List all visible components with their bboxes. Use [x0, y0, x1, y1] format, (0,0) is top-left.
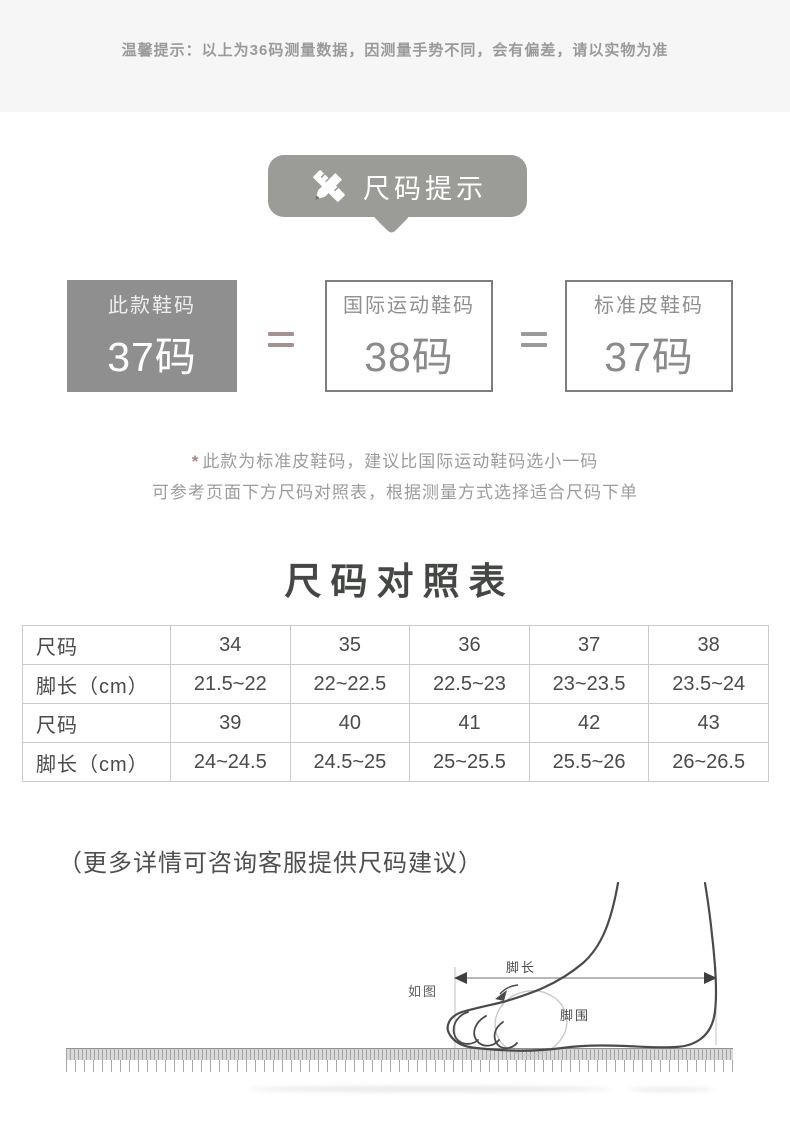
top-notice-text: 温馨提示：以上为36码测量数据，因测量手势不同，会有偏差，请以实物为准	[121, 41, 669, 59]
box-title: 标准皮鞋码	[594, 295, 704, 317]
top-notice-strip: 温馨提示：以上为36码测量数据，因测量手势不同，会有偏差，请以实物为准	[0, 0, 790, 112]
this-shoe-size-box: 此款鞋码 37码	[67, 280, 237, 392]
box-value: 38码	[364, 334, 454, 380]
box-title: 国际运动鞋码	[343, 295, 475, 317]
table-cell: 23~23.5	[528, 664, 650, 704]
row-header: 尺码	[22, 625, 171, 665]
row-header: 脚长（cm）	[22, 742, 171, 782]
table-cell: 25.5~26	[528, 742, 650, 782]
equals-sign-left	[268, 332, 294, 354]
table-cell: 37	[528, 625, 650, 665]
table-cell: 41	[409, 703, 530, 743]
equals-sign-right	[521, 332, 547, 354]
size-chart-title: 尺码对照表	[284, 561, 515, 602]
table-cell: 22.5~23	[409, 664, 530, 704]
table-cell: 36	[409, 625, 530, 665]
box-title: 此款鞋码	[108, 295, 196, 317]
intl-sport-size-box: 国际运动鞋码 38码	[325, 280, 493, 392]
table-row: 尺码 34 35 36 37 38	[22, 625, 769, 665]
row-header: 尺码	[22, 703, 171, 743]
ruler-shadow	[250, 1086, 610, 1092]
table-cell: 40	[289, 703, 411, 743]
badge-label: 尺码提示	[363, 173, 487, 204]
table-cell: 35	[289, 625, 411, 665]
table-cell: 26~26.5	[648, 742, 769, 782]
standard-leather-size-box: 标准皮鞋码 37码	[565, 280, 733, 392]
ruler	[66, 1048, 733, 1060]
note-line-2: 可参考页面下方尺码对照表，根据测量方式选择适合尺码下单	[152, 483, 638, 502]
table-cell: 38	[648, 625, 769, 665]
size-tip-badge: 尺码提示	[268, 155, 527, 217]
table-row: 脚长（cm） 24~24.5 24.5~25 25~25.5 25.5~26 2…	[22, 742, 769, 782]
ruler-ticks	[66, 1060, 733, 1072]
table-cell: 43	[648, 703, 769, 743]
table-row: 尺码 39 40 41 42 43	[22, 703, 769, 743]
table-cell: 24~24.5	[170, 742, 291, 782]
size-chart-table: 尺码 34 35 36 37 38 脚长（cm） 21.5~22 22~22.5…	[22, 625, 769, 782]
table-cell: 42	[528, 703, 650, 743]
ruler-pencil-icon	[313, 170, 345, 202]
table-cell: 24.5~25	[289, 742, 411, 782]
note-line-1: * 此款为标准皮鞋码，建议比国际运动鞋码选小一码	[191, 452, 599, 471]
table-cell: 39	[170, 703, 291, 743]
size-advice-note: * 此款为标准皮鞋码，建议比国际运动鞋码选小一码 可参考页面下方尺码对照表，根据测…	[0, 446, 790, 508]
box-value: 37码	[107, 334, 197, 380]
table-cell: 25~25.5	[409, 742, 530, 782]
row-header: 脚长（cm）	[22, 664, 171, 704]
ruler-shadow	[628, 1087, 713, 1092]
table-row: 脚长（cm） 21.5~22 22~22.5 22.5~23 23~23.5 2…	[22, 664, 769, 704]
table-cell: 21.5~22	[170, 664, 291, 704]
table-cell: 22~22.5	[289, 664, 411, 704]
table-cell: 34	[170, 625, 291, 665]
foot-length-label: 脚长	[506, 960, 537, 975]
contact-service-note: （更多详情可咨询客服提供尺码建议）	[58, 850, 483, 877]
box-value: 37码	[604, 334, 694, 380]
asterisk: *	[191, 452, 200, 471]
foot-measure-illustration	[446, 881, 718, 1056]
as-shown-label: 如图	[408, 984, 439, 999]
table-cell: 23.5~24	[648, 664, 769, 704]
foot-girth-label: 脚围	[560, 1008, 591, 1023]
